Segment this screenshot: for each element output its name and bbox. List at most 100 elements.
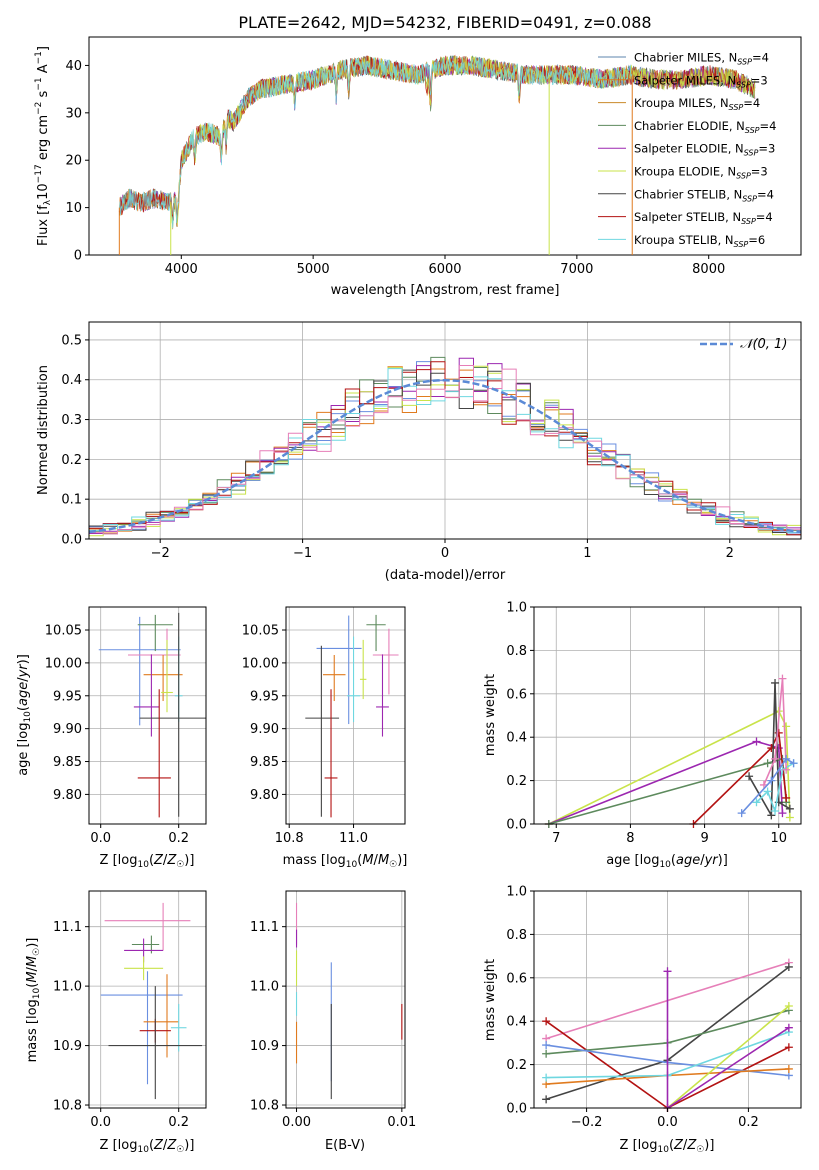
x-tick-label: −2 bbox=[151, 546, 170, 561]
weight-marker bbox=[663, 967, 672, 976]
y-tick-label: 9.90 bbox=[53, 722, 82, 737]
weight-line bbox=[666, 1005, 790, 1109]
x-axis-label: wavelength [Angstrom, rest frame] bbox=[331, 283, 560, 298]
mass-vs-metallicity-chart: 0.0 0.2 10.8 10.9 11.0 11.1 Z [log10(Z/Z☉)] m… bbox=[25, 890, 207, 1155]
y-tick-label: 0.5 bbox=[61, 333, 82, 348]
errorbar-point bbox=[305, 645, 340, 817]
errorbar-point bbox=[124, 956, 164, 981]
weight-marker bbox=[785, 813, 794, 822]
y-tick-label: 0.4 bbox=[506, 1015, 527, 1030]
grid bbox=[89, 322, 801, 540]
x-axis-label: (data-model)/error bbox=[385, 568, 506, 583]
y-tick-label: 10.9 bbox=[250, 1039, 279, 1054]
errorbar-point bbox=[100, 971, 183, 1085]
y-tick-label: 0.3 bbox=[61, 413, 82, 428]
weight-marker bbox=[542, 1073, 551, 1082]
y-tick-label: 10.9 bbox=[53, 1039, 82, 1054]
y-tick-label: 10.05 bbox=[45, 624, 82, 639]
y-tick-label: 9.80 bbox=[250, 788, 279, 803]
plot-frame bbox=[88, 606, 207, 825]
errorbars bbox=[295, 902, 403, 1100]
errorbar-point bbox=[366, 614, 386, 652]
y-tick-label: 11.0 bbox=[250, 980, 279, 995]
x-tick-label: 4000 bbox=[165, 262, 198, 277]
x-axis-label: Z [log10(Z/Z☉)] bbox=[100, 853, 195, 870]
axis-ticks: 0.0 0.2 10.8 10.9 11.0 11.1 bbox=[53, 920, 189, 1130]
x-tick-label: 1 bbox=[583, 546, 591, 561]
y-tick-label: 9.95 bbox=[250, 689, 279, 704]
errorbar-point bbox=[133, 654, 160, 737]
legend-gaussian-label: 𝒩(0, 1) bbox=[740, 337, 787, 352]
grid bbox=[286, 891, 405, 1108]
figure-title: PLATE=2642, MJD=54232, FIBERID=0491, z=0… bbox=[238, 13, 651, 32]
y-tick-label: 0.0 bbox=[506, 1102, 527, 1117]
axis-ticks: −0.2 0.0 0.2 0.0 0.2 0.4 0.6 0.8 1.0 bbox=[506, 885, 758, 1131]
legend-label: Salpeter MILES, NSSP=3 bbox=[634, 73, 768, 89]
x-tick-label: 0 bbox=[441, 546, 449, 561]
errorbar-point bbox=[316, 615, 362, 725]
grid bbox=[286, 607, 405, 824]
spectrum-line bbox=[170, 55, 756, 225]
x-tick-label: 0.2 bbox=[738, 1115, 759, 1130]
y-tick-label: 10.00 bbox=[45, 656, 82, 671]
x-tick-label: −0.2 bbox=[571, 1115, 603, 1130]
x-tick-label: 7000 bbox=[560, 262, 593, 277]
weight-marker bbox=[789, 759, 798, 768]
x-tick-label: 0.0 bbox=[657, 1115, 678, 1130]
errorbar-point bbox=[347, 636, 360, 723]
y-axis-label: Flux [fλ10−17 erg cm−2 s−1 A−1] bbox=[34, 46, 53, 246]
weight-marker bbox=[771, 754, 780, 763]
y-tick-label: 11.0 bbox=[53, 980, 82, 995]
axis-ticks: −2 −1 0 1 2 0.0 0.1 0.2 0.3 0.4 0.5 bbox=[61, 333, 734, 561]
errorbar-point bbox=[137, 614, 173, 652]
y-tick-label: 0.8 bbox=[506, 644, 527, 659]
x-tick-label: 6000 bbox=[428, 262, 461, 277]
plot-frame bbox=[285, 890, 406, 1109]
y-tick-label: 0.2 bbox=[506, 774, 527, 789]
errorbars bbox=[98, 612, 206, 818]
weight-marker bbox=[763, 787, 772, 796]
y-axis-label: age [log10(age/yr)] bbox=[16, 654, 33, 776]
y-tick-label: 0.1 bbox=[61, 493, 82, 508]
weight-marker bbox=[752, 798, 761, 807]
y-tick-label: 0.6 bbox=[506, 971, 527, 986]
legend-label: Kroupa STELIB, NSSP=6 bbox=[634, 233, 765, 249]
y-tick-label: 10.8 bbox=[250, 1099, 279, 1114]
errorbar-point bbox=[143, 655, 183, 702]
grid bbox=[89, 607, 206, 824]
axis-ticks: 10.8 11.0 9.80 9.85 9.90 9.95 10.00 10.05 bbox=[242, 624, 368, 846]
residual-histogram: −2 −1 0 1 2 0.0 0.1 0.2 0.3 0.4 0.5 𝒩(0, 1) (data-… bbox=[36, 321, 802, 583]
errorbar-point bbox=[139, 612, 206, 817]
weight-marker bbox=[767, 811, 776, 820]
weight-line bbox=[741, 757, 795, 814]
x-tick-label: 5000 bbox=[297, 262, 330, 277]
weight-marker bbox=[784, 962, 793, 971]
y-tick-label: 11.1 bbox=[250, 920, 279, 935]
y-tick-label: 40 bbox=[65, 59, 82, 74]
errorbar-point bbox=[98, 616, 181, 726]
y-tick-label: 20 bbox=[65, 154, 82, 169]
weight-marker bbox=[784, 1043, 793, 1052]
legend-label: Chabrier MILES, NSSP=4 bbox=[634, 51, 769, 67]
errorbar-point bbox=[143, 974, 179, 1058]
weight-marker bbox=[785, 804, 794, 813]
histogram-steps bbox=[88, 356, 802, 537]
x-tick-label: 11.0 bbox=[339, 831, 368, 846]
x-tick-label: 0.00 bbox=[282, 1115, 311, 1130]
weight-marker bbox=[737, 809, 746, 818]
weight-vs-age-chart: 7 8 9 10 0.0 0.2 0.4 0.6 0.8 1.0 age [log10(age/y… bbox=[483, 601, 802, 870]
errorbar-point bbox=[137, 689, 171, 818]
x-tick-label: 0.2 bbox=[168, 1115, 189, 1130]
errorbar-point bbox=[108, 986, 203, 1100]
errorbar-point bbox=[104, 902, 191, 951]
x-tick-label: 10.8 bbox=[275, 831, 304, 846]
y-tick-label: 0.2 bbox=[506, 1058, 527, 1073]
plot-frame bbox=[533, 606, 802, 825]
age-vs-mass-chart: 10.8 11.0 9.80 9.85 9.90 9.95 10.00 10.05 mass … bbox=[242, 606, 408, 870]
x-axis-label: mass [log10(M/M☉)] bbox=[283, 853, 408, 870]
weight-marker bbox=[745, 772, 754, 781]
legend-label: Salpeter STELIB, NSSP=4 bbox=[634, 210, 773, 226]
weight-marker bbox=[784, 1002, 793, 1011]
x-axis-label: E(B-V) bbox=[325, 1138, 365, 1153]
